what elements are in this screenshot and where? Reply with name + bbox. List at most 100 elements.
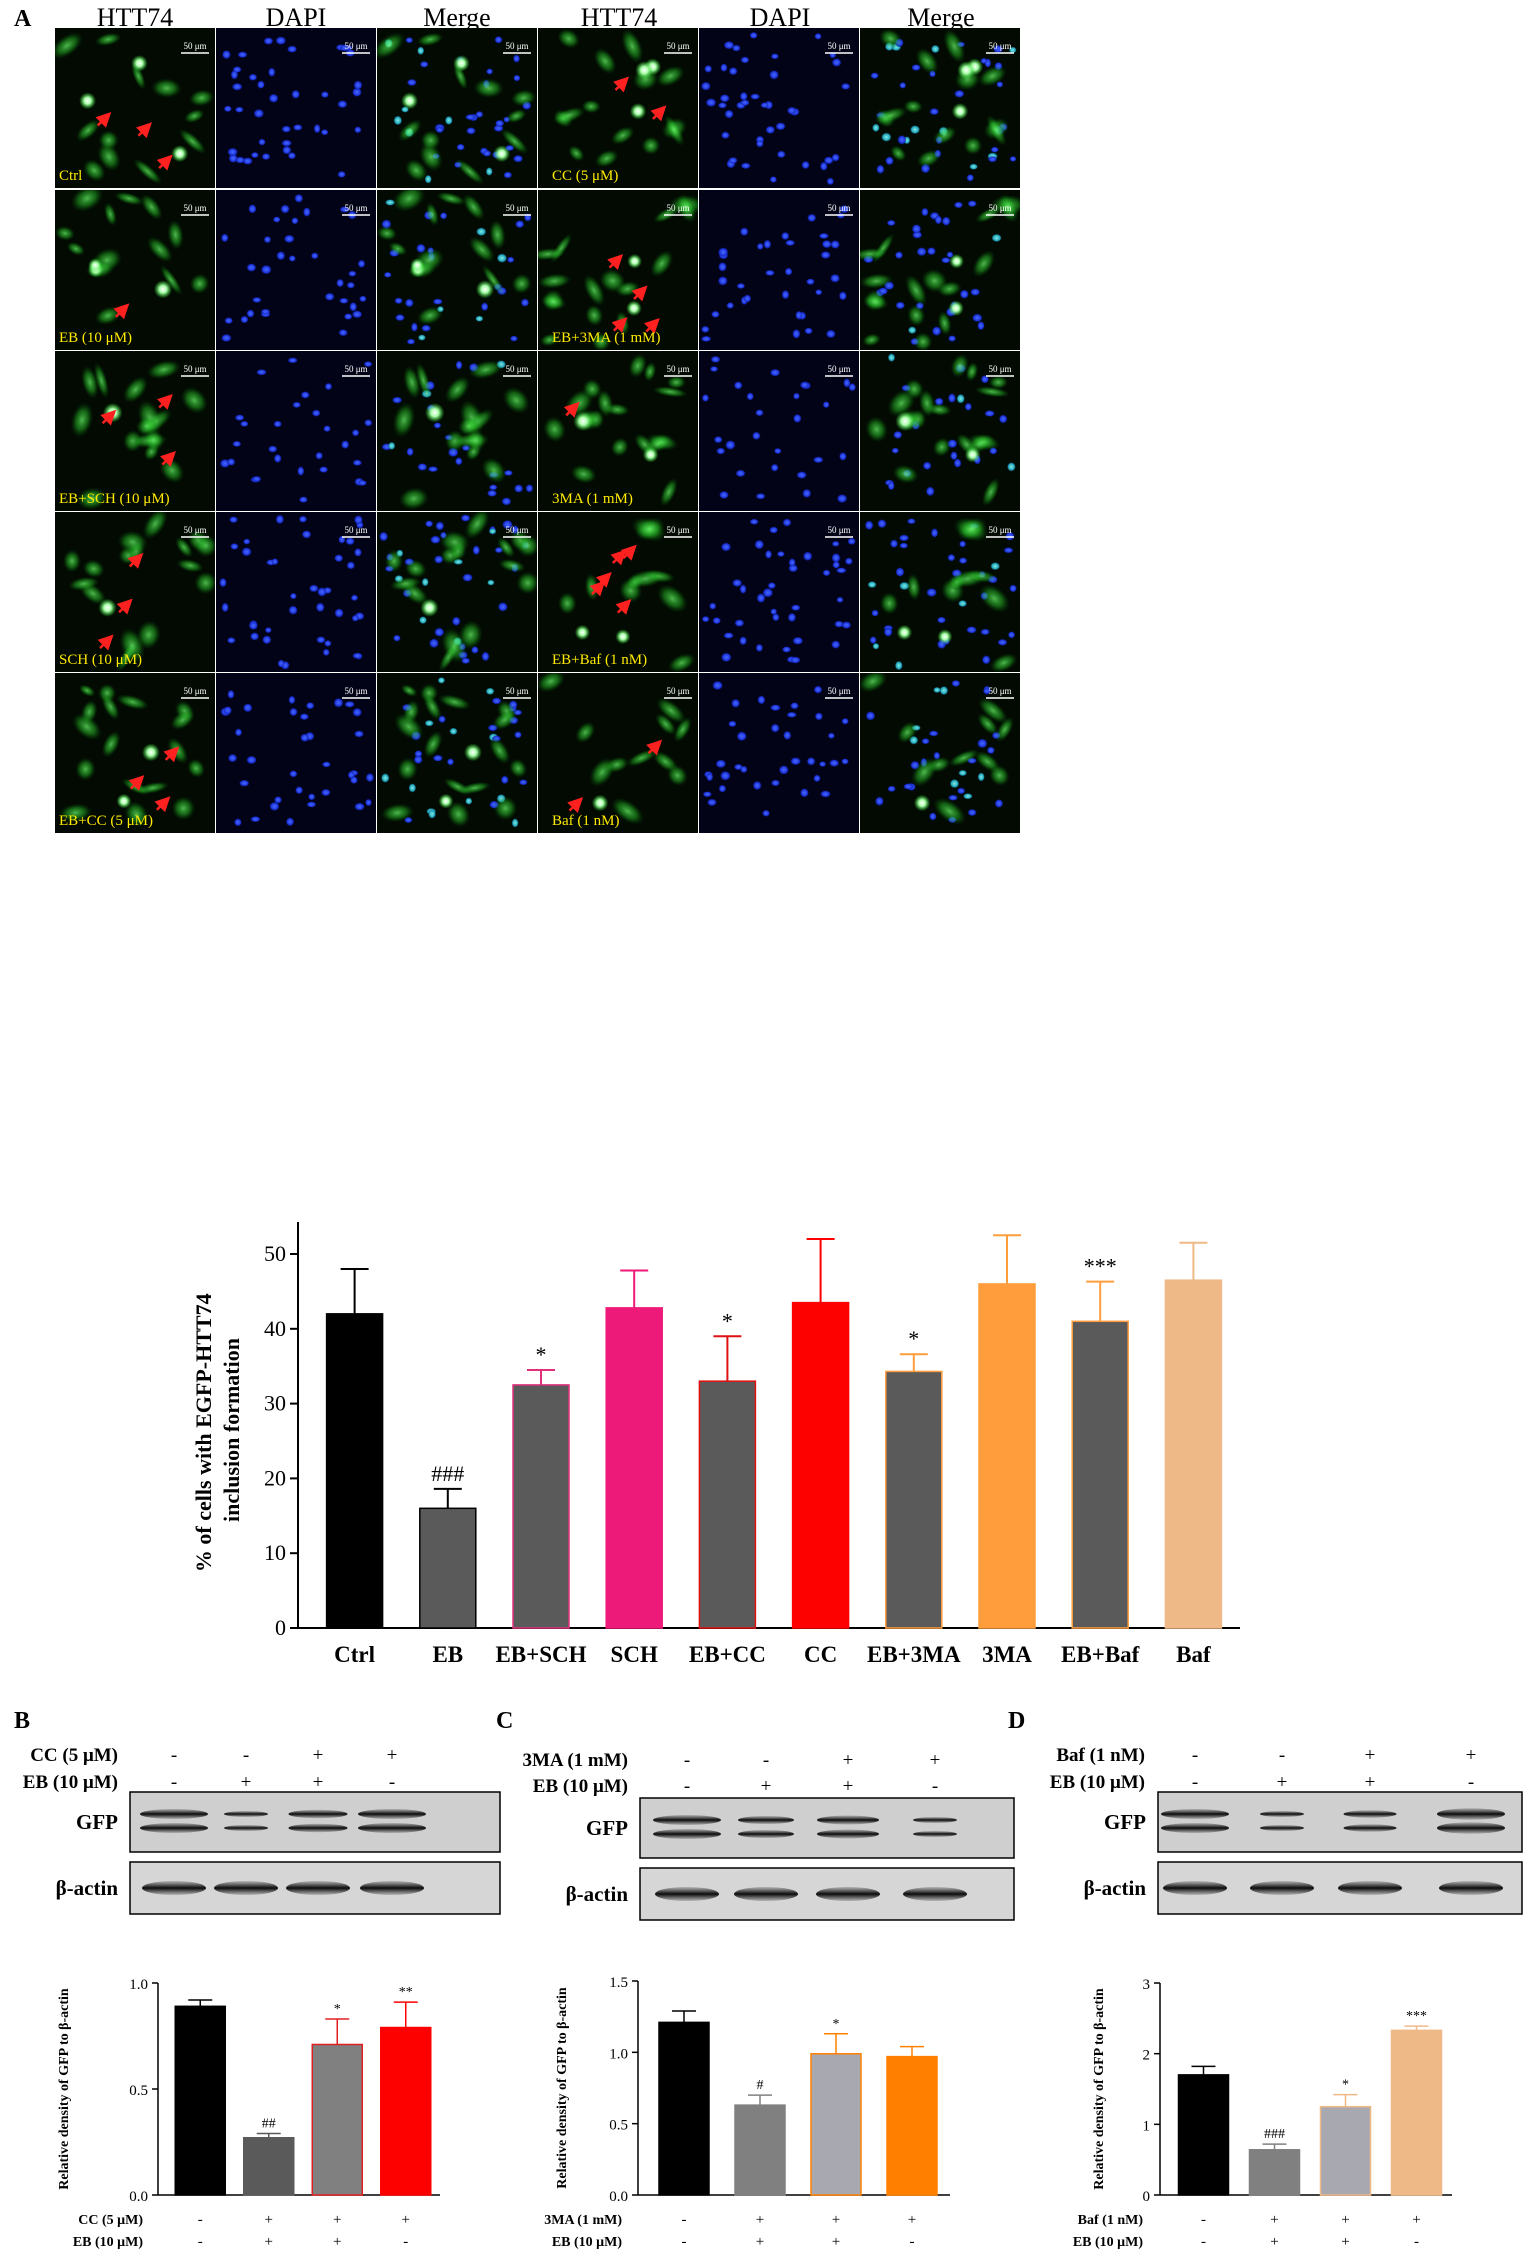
green-cell — [498, 558, 526, 573]
nucleus — [755, 409, 764, 417]
nucleus — [959, 289, 969, 299]
green-cell — [500, 128, 529, 155]
nucleus — [749, 518, 759, 525]
nucleus — [417, 334, 426, 341]
blot-treatment-sign: - — [171, 1772, 177, 1793]
nucleus — [740, 162, 751, 170]
small-treatment-sign: - — [682, 2234, 687, 2250]
nucleus — [909, 125, 921, 135]
micro-column-header: HTT74 — [581, 3, 658, 32]
nucleus — [322, 648, 330, 657]
main-bar — [698, 1380, 757, 1629]
small-treatment-label: EB (10 μM) — [552, 2235, 622, 2250]
nucleus — [819, 161, 828, 172]
tile-background — [216, 512, 376, 672]
nucleus — [881, 132, 892, 142]
small-treatment-sign: - — [403, 2234, 408, 2250]
small-bar — [1319, 2105, 1372, 2196]
nucleus — [841, 717, 849, 725]
nucleus — [268, 93, 279, 103]
nucleus — [783, 730, 792, 741]
main-category-label: EB — [432, 1642, 463, 1667]
scale-bar-label: 50 μm — [344, 364, 367, 374]
red-arrow-icon — [163, 746, 180, 763]
nucleus — [354, 126, 362, 134]
nucleus — [267, 445, 278, 453]
nucleus — [234, 106, 244, 113]
nucleus — [984, 410, 996, 417]
red-arrow-icon — [127, 553, 144, 569]
green-cell — [101, 693, 120, 721]
small-y-axis-title: Relative density of GFP to β-actin — [555, 1987, 570, 2189]
nucleus — [728, 66, 738, 76]
tile-content — [221, 36, 363, 178]
nucleus — [349, 775, 359, 785]
nucleus — [987, 155, 998, 163]
micro-column-headers: HTT74 DAPI Merge HTT74 DAPI Merge — [97, 3, 975, 32]
micrograph-tile: 50 μm — [699, 190, 859, 350]
inclusion-body — [937, 629, 953, 645]
nucleus — [298, 496, 308, 504]
blot-treatment-sign: + — [241, 1772, 252, 1793]
nucleus — [250, 151, 260, 159]
green-cell — [502, 386, 530, 414]
nucleus — [240, 315, 249, 324]
gfp-blot-strip — [129, 1791, 501, 1853]
green-cell — [468, 236, 495, 263]
nucleus — [220, 333, 232, 343]
green-cell — [66, 241, 86, 256]
green-cell — [103, 202, 117, 227]
red-arrow-icon — [615, 599, 632, 615]
main-category-label: 3MA — [982, 1642, 1032, 1667]
gfp-band — [1437, 1808, 1505, 1820]
nucleus — [719, 770, 731, 781]
nucleus — [305, 701, 315, 710]
gfp-blot-strip — [639, 1797, 1015, 1859]
small-treatment-label: CC (5 μM) — [78, 2213, 143, 2228]
panel-letter-c: C — [496, 1708, 513, 1734]
nucleus — [349, 301, 358, 312]
nucleus — [826, 177, 835, 186]
green-cell — [918, 389, 936, 418]
nucleus — [288, 605, 298, 615]
panel-letter-a: A — [14, 6, 32, 32]
inclusion-body — [615, 629, 631, 645]
nucleus — [353, 515, 364, 525]
tile-content — [700, 204, 850, 342]
nucleus — [260, 264, 272, 275]
green-cell — [557, 28, 581, 49]
micrograph-tile: 50 μm EB+CC (5 μM) — [55, 673, 215, 833]
nucleus — [221, 49, 232, 60]
nucleus — [802, 551, 813, 562]
green-cell — [879, 28, 903, 49]
nucleus — [792, 636, 804, 645]
micrograph-tile: 50 μm — [699, 673, 859, 833]
micrograph-tile: 50 μm — [377, 512, 537, 672]
blot-row-label: β-actin — [566, 1882, 629, 1906]
nucleus — [734, 619, 745, 627]
nucleus — [781, 646, 792, 653]
green-cell — [978, 584, 1010, 613]
green-cell — [650, 250, 674, 278]
nucleus — [315, 451, 324, 460]
green-cell — [903, 99, 923, 114]
actin-band — [1250, 1881, 1314, 1895]
nucleus — [287, 151, 297, 160]
green-cell — [423, 693, 442, 721]
small-y-tick-label: 3 — [1143, 1977, 1151, 1993]
tile-content — [220, 193, 367, 343]
nucleus — [922, 461, 932, 471]
micrograph-tile: 50 μm — [860, 28, 1020, 188]
nucleus — [446, 758, 455, 766]
main-significance-mark: ### — [431, 1461, 464, 1486]
nucleus — [709, 365, 719, 373]
nucleus — [781, 231, 790, 241]
tile-content — [219, 514, 365, 670]
green-cell — [439, 530, 470, 554]
nucleus — [418, 616, 428, 625]
scale-bar-label: 50 μm — [505, 203, 528, 213]
nucleus — [718, 784, 727, 793]
nucleus — [717, 102, 728, 109]
nucleus — [818, 761, 827, 768]
